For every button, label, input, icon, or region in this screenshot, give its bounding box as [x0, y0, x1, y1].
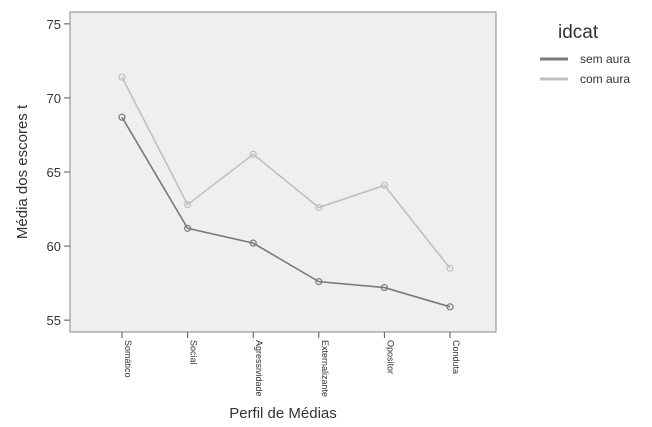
data-point: [446, 303, 454, 311]
y-axis-title: Média dos escores t: [14, 104, 31, 239]
y-tick-label: 75: [47, 17, 61, 32]
x-tick-label: Conduta: [451, 340, 461, 374]
series-layer: [118, 73, 454, 311]
x-tick-label: Social: [189, 340, 199, 365]
series-line: [121, 76, 451, 269]
y-tick-label: 70: [47, 91, 61, 106]
legend-label: sem aura: [580, 52, 630, 66]
legend: idcat sem aura com aura: [540, 22, 630, 86]
series-com-aura: [118, 73, 454, 272]
x-tick-label: Externalizante: [320, 340, 330, 397]
x-axis-title: Perfil de Médias: [229, 405, 337, 422]
data-point: [184, 200, 192, 209]
data-point: [380, 283, 388, 292]
y-tick-label: 55: [47, 313, 61, 328]
plot-area: [69, 11, 497, 333]
data-point: [249, 239, 257, 247]
series-sem-aura: [118, 113, 454, 311]
data-point: [184, 224, 192, 232]
series-line: [121, 116, 451, 308]
data-point: [446, 264, 454, 272]
y-tick-label: 65: [47, 165, 61, 180]
legend-label: com aura: [580, 72, 630, 86]
x-axis: Somático Social Agressividade Externalizant…: [121, 332, 461, 397]
y-axis: 55 60 65 70 75: [47, 17, 70, 328]
x-tick-label: Somático: [123, 340, 133, 378]
data-point: [118, 73, 126, 81]
y-tick-label: 60: [47, 239, 61, 254]
data-point: [249, 150, 257, 158]
data-point: [315, 203, 323, 212]
data-point: [380, 181, 388, 189]
x-tick-label: Agressividade: [254, 340, 264, 397]
data-point: [118, 113, 126, 121]
data-point: [315, 278, 323, 286]
x-tick-label: Opositor: [385, 340, 395, 374]
legend-title: idcat: [558, 22, 599, 43]
